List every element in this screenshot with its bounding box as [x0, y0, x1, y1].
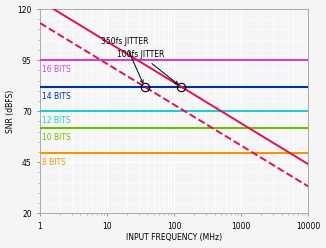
Y-axis label: SNR (dBFS): SNR (dBFS): [6, 90, 15, 133]
Text: 12 BITS: 12 BITS: [42, 116, 71, 125]
Text: 10 BITS: 10 BITS: [42, 133, 71, 142]
Text: 100fs JITTER: 100fs JITTER: [117, 50, 178, 84]
X-axis label: INPUT FREQUENCY (MHz): INPUT FREQUENCY (MHz): [126, 233, 222, 243]
Text: 16 BITS: 16 BITS: [42, 65, 71, 74]
Text: 14 BITS: 14 BITS: [42, 92, 71, 101]
Text: 350fs JITTER: 350fs JITTER: [101, 37, 148, 83]
Text: 8 BITS: 8 BITS: [42, 158, 66, 167]
